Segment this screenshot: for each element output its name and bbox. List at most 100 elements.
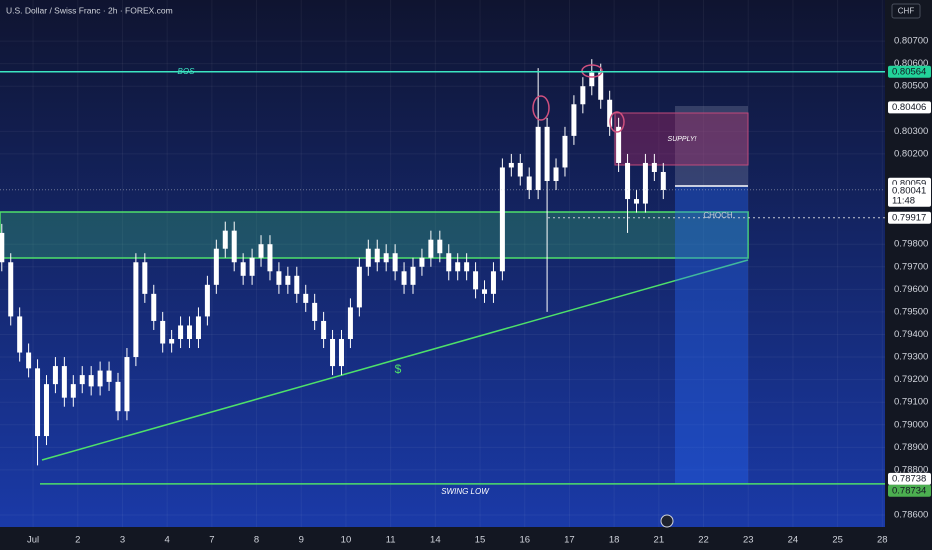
price-label: 0.79917	[892, 212, 926, 223]
candle-body	[79, 375, 85, 385]
event-icon[interactable]	[660, 514, 674, 528]
x-tick-label: 11	[386, 535, 396, 546]
candle-body	[347, 307, 353, 339]
candle-body	[633, 199, 639, 204]
currency: CHF	[898, 7, 915, 16]
y-tick-label: 0.80500	[894, 81, 928, 92]
candle-body	[321, 320, 327, 339]
candle-body	[70, 384, 76, 398]
price-label: 0.78734	[892, 485, 926, 496]
price-labels: 0.80700 0.80600 0.80500 0.80300 0.80200 0.798…	[27, 36, 931, 546]
candle-body	[338, 338, 344, 367]
candle-body	[365, 248, 371, 267]
candle-body	[52, 366, 58, 385]
plot-background	[0, 0, 885, 527]
swing-low-label: SWING LOW	[441, 487, 490, 496]
candle-body	[17, 316, 23, 353]
candle-body	[660, 171, 666, 191]
candle-body	[419, 257, 425, 267]
candle-body	[258, 244, 264, 258]
candle-body	[356, 266, 362, 308]
candle-body	[625, 162, 631, 200]
x-tick-label: 4	[165, 535, 170, 546]
candle-body	[222, 230, 228, 249]
candle-body	[61, 366, 67, 398]
candle-body	[544, 126, 550, 182]
candle-body	[437, 239, 443, 254]
x-tick-label: 24	[788, 535, 799, 546]
candle-body	[35, 368, 41, 437]
y-tick-label: 0.80700	[894, 36, 928, 47]
candle-body	[133, 262, 139, 358]
x-tick-label: 25	[832, 535, 843, 546]
x-tick-label: Jul	[27, 535, 39, 546]
candle-body	[598, 72, 604, 100]
candle-body	[43, 384, 49, 437]
candle-body	[446, 253, 452, 272]
price-axis	[885, 0, 932, 550]
candle-body	[88, 375, 94, 387]
price-label-box	[888, 184, 931, 207]
dollar-label: $	[395, 362, 402, 376]
candle-body	[195, 316, 201, 339]
bos-label: BOS	[178, 67, 196, 76]
highlight-circle	[609, 111, 625, 133]
chart-title: U.S. Dollar / Swiss Franc · 2h · FOREX.c…	[6, 5, 173, 15]
y-tick-label: 0.79400	[894, 329, 928, 340]
candle-body	[240, 262, 246, 276]
candle-body	[410, 266, 416, 285]
supply-label: SUPPLY!	[668, 136, 697, 143]
candle-body	[0, 232, 5, 263]
x-tick-label: 3	[120, 535, 125, 546]
candle-body	[303, 293, 309, 303]
candle-body	[473, 271, 479, 290]
candle-body	[312, 302, 318, 321]
price-label: 0.80564	[892, 66, 926, 77]
x-tick-label: 8	[254, 535, 259, 546]
candle-body	[553, 167, 559, 182]
candle-body	[392, 253, 398, 272]
candle-body	[330, 338, 336, 367]
candle-body	[517, 162, 523, 177]
x-tick-label: 2	[75, 535, 80, 546]
candle-body	[294, 275, 300, 294]
x-tick-label: 21	[654, 535, 665, 546]
candle-body	[374, 248, 380, 263]
candle-body	[499, 167, 505, 272]
currency-box[interactable]	[891, 3, 921, 19]
candle-body	[571, 104, 577, 136]
candle-body	[383, 253, 389, 263]
candles	[0, 59, 666, 466]
y-tick-label: 0.78900	[894, 442, 928, 453]
candle-body	[267, 244, 273, 272]
candle-body	[651, 162, 657, 172]
x-tick-label: 18	[609, 535, 620, 546]
candle-body	[106, 370, 112, 382]
x-tick-label: 15	[475, 535, 486, 546]
choch-label: CHOCH	[703, 211, 733, 220]
price-label-box	[888, 484, 931, 497]
y-tick-label: 0.79100	[894, 397, 928, 408]
candle-body	[151, 293, 157, 321]
highlight-circle	[581, 64, 603, 78]
x-tick-label: 10	[341, 535, 352, 546]
candle-body	[160, 320, 166, 344]
y-tick-label: 0.79300	[894, 352, 928, 363]
x-tick-label: 23	[743, 535, 754, 546]
levels	[0, 71, 885, 485]
candle-body	[428, 239, 434, 258]
y-tick-label: 0.80600	[894, 58, 928, 69]
price-label-box	[888, 211, 931, 224]
price-label: 0.80406	[892, 102, 926, 113]
candle-body	[535, 126, 541, 191]
candle-body	[178, 325, 184, 339]
x-tick-label: 14	[430, 535, 441, 546]
price-label-box	[888, 472, 931, 485]
candle-body	[115, 381, 121, 412]
y-tick-label: 0.79500	[894, 306, 928, 317]
y-tick-label: 0.79800	[894, 239, 928, 250]
grid	[0, 0, 885, 527]
candle-body	[455, 262, 461, 272]
